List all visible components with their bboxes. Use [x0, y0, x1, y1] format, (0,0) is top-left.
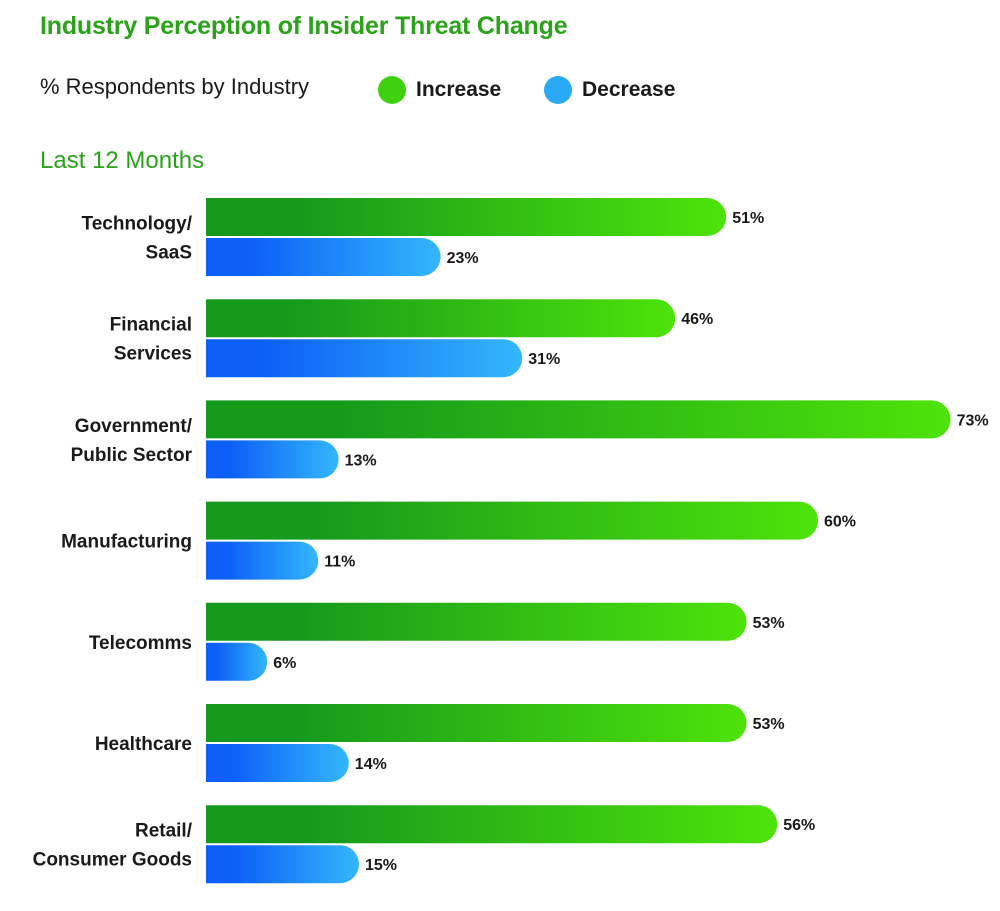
value-label-increase-government-public-sector: 73%	[957, 412, 989, 429]
category-label-line: Financial	[110, 315, 192, 336]
category-label-line: Retail/	[135, 821, 193, 842]
value-label-increase-retail-consumer-goods: 56%	[783, 817, 815, 834]
category-label-line: Services	[114, 344, 192, 365]
value-label-decrease-manufacturing: 11%	[324, 554, 355, 571]
category-label-line: Public Sector	[71, 445, 193, 466]
category-label-line: Technology/	[82, 214, 193, 235]
period-label: Last 12 Months	[40, 147, 205, 174]
value-label-decrease-telecomms: 6%	[273, 655, 296, 672]
bar-decrease-telecomms	[206, 642, 268, 681]
bar-decrease-financial-services	[206, 339, 523, 378]
value-label-decrease-healthcare: 14%	[355, 756, 387, 773]
bar-increase-healthcare	[206, 704, 747, 742]
category-label-healthcare: Healthcare	[95, 734, 192, 755]
category-label-government-public-sector: Government/Public Sector	[71, 416, 193, 466]
bar-decrease-technology-saas	[206, 238, 441, 276]
bar-decrease-retail-consumer-goods	[206, 845, 359, 884]
bar-increase-retail-consumer-goods	[206, 805, 778, 844]
category-label-line: Consumer Goods	[33, 850, 192, 871]
category-label-line: Healthcare	[95, 734, 192, 755]
bar-increase-government-public-sector	[206, 400, 951, 439]
bar-increase-manufacturing	[206, 501, 818, 540]
bar-increase-telecomms	[206, 602, 747, 641]
bar-decrease-manufacturing	[206, 541, 319, 580]
bar-decrease-healthcare	[206, 744, 349, 782]
chart-subtitle: % Respondents by Industry	[40, 74, 310, 99]
value-label-increase-telecomms: 53%	[753, 615, 785, 632]
category-label-retail-consumer-goods: Retail/Consumer Goods	[33, 821, 193, 871]
category-label-telecomms: Telecomms	[89, 633, 192, 654]
value-label-increase-healthcare: 53%	[753, 716, 785, 733]
legend-label-decrease: Decrease	[582, 78, 676, 101]
category-label-line: Telecomms	[89, 633, 192, 654]
value-label-increase-technology-saas: 51%	[732, 210, 764, 227]
value-label-decrease-technology-saas: 23%	[447, 250, 479, 267]
category-label-line: Manufacturing	[61, 532, 192, 553]
value-label-increase-manufacturing: 60%	[824, 514, 856, 531]
legend-swatch-increase	[378, 76, 406, 104]
bar-increase-technology-saas	[206, 198, 727, 236]
bar-increase-financial-services	[206, 299, 676, 338]
value-label-decrease-retail-consumer-goods: 15%	[365, 857, 397, 874]
value-label-decrease-financial-services: 31%	[528, 351, 560, 368]
legend-item-decrease: Decrease	[544, 76, 675, 104]
legend-label-increase: Increase	[416, 78, 502, 101]
category-label-manufacturing: Manufacturing	[61, 532, 192, 553]
legend-item-increase: Increase	[378, 76, 501, 104]
chart-title: Industry Perception of Insider Threat Ch…	[40, 12, 568, 40]
legend-swatch-decrease	[544, 76, 572, 104]
value-label-increase-financial-services: 46%	[681, 311, 713, 328]
category-label-financial-services: Financial Services	[110, 315, 192, 365]
category-label-line: Government/	[75, 416, 193, 437]
value-label-decrease-government-public-sector: 13%	[345, 452, 377, 469]
bar-decrease-government-public-sector	[206, 440, 339, 479]
category-label-line: SaaS	[146, 243, 192, 264]
category-label-technology-saas: Technology/SaaS	[82, 214, 193, 264]
